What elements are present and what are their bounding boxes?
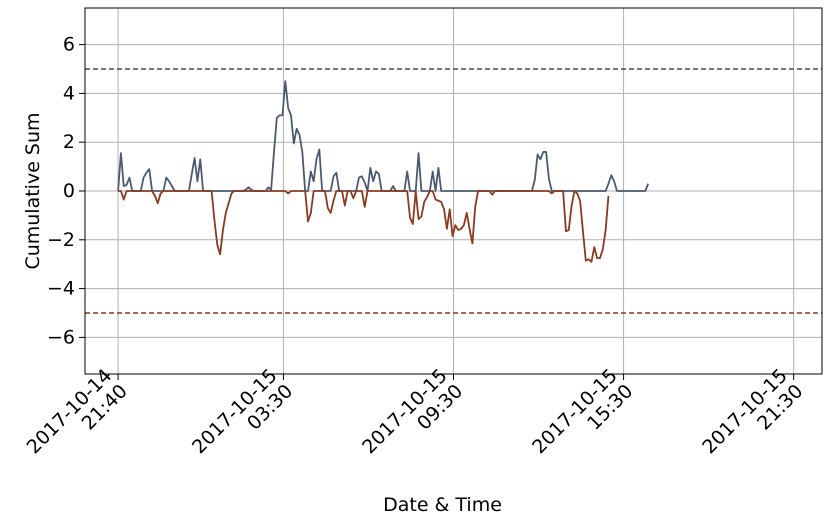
- y-tick-label: −6: [47, 326, 75, 348]
- series-line: [118, 190, 610, 263]
- y-tick-label: 4: [63, 82, 75, 104]
- y-tick-label: 2: [63, 131, 75, 153]
- y-tick-label: 6: [63, 34, 75, 56]
- y-tick-label: −4: [47, 278, 75, 300]
- series-line: [117, 80, 649, 192]
- y-axis-ticks: −6 −4 −2 0 2 4 6: [47, 34, 85, 348]
- y-tick-label: 0: [63, 180, 75, 202]
- x-axis-label: Date & Time: [383, 494, 502, 516]
- y-tick-label: −2: [47, 229, 75, 251]
- threshold-lines: [85, 68, 822, 314]
- y-axis-label: Cumulative Sum: [22, 112, 44, 269]
- series-lines: [117, 80, 649, 263]
